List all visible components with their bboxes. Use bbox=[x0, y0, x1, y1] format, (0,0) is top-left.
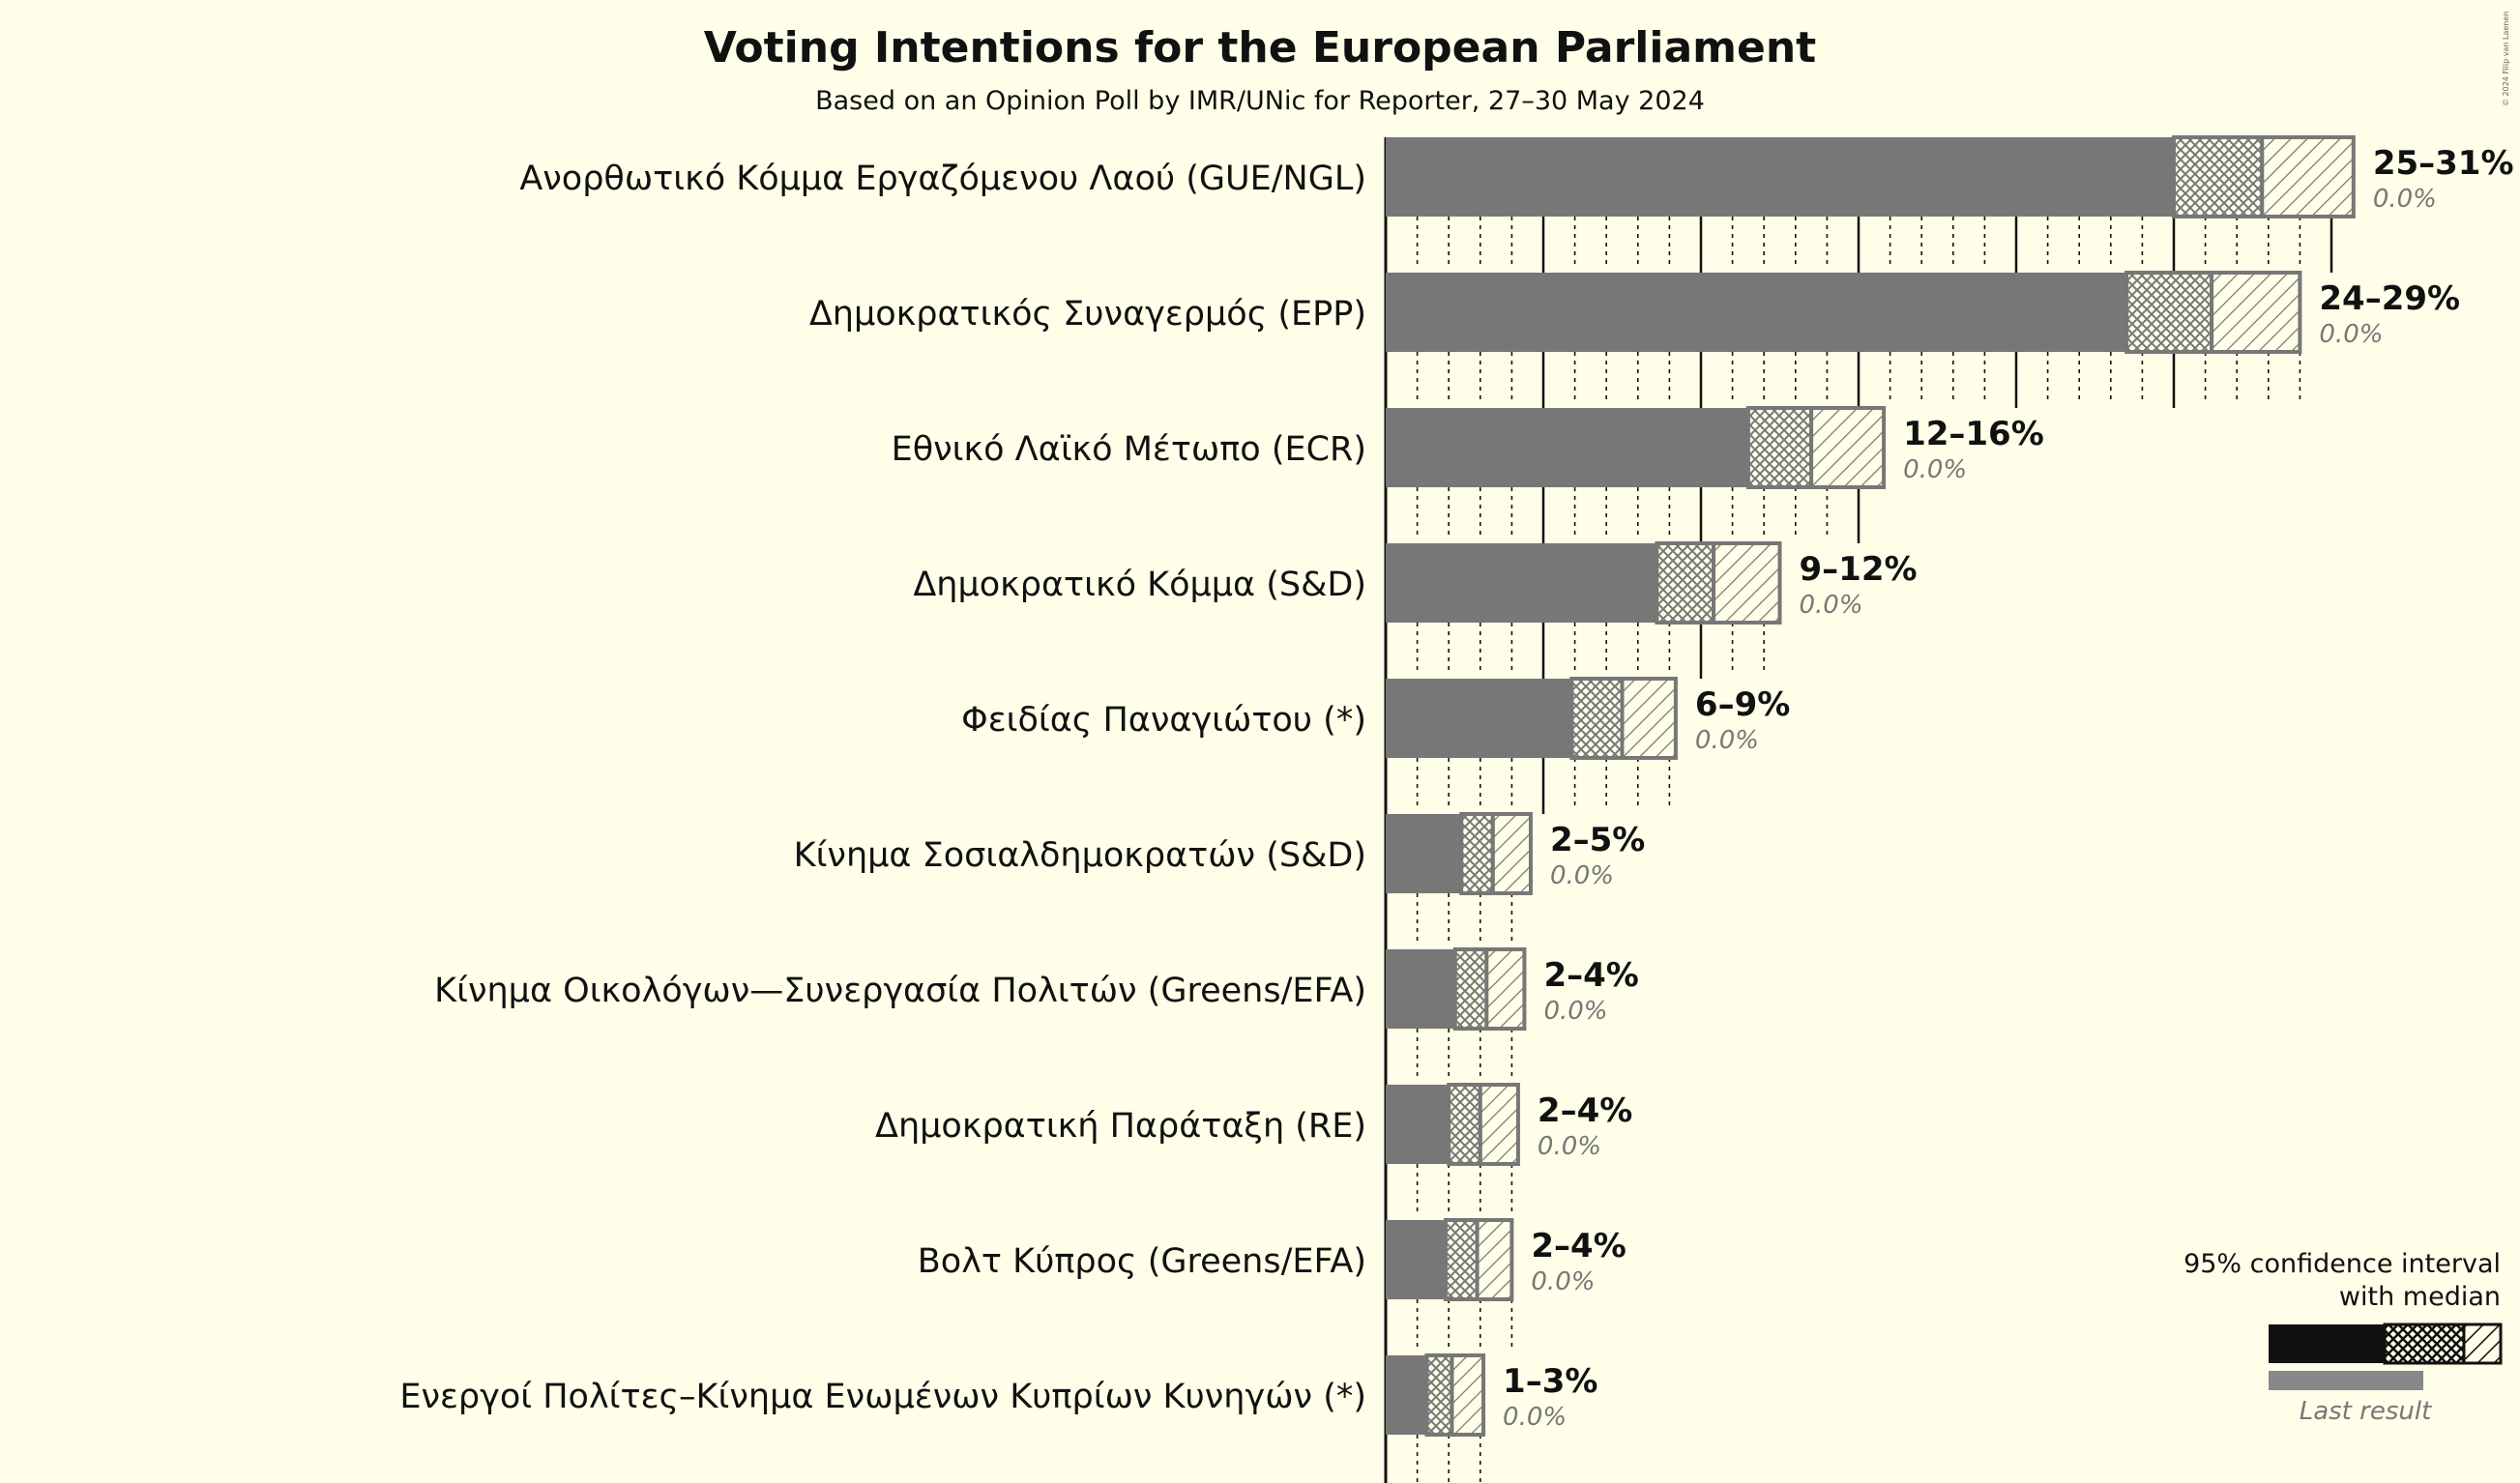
bar-solid bbox=[1386, 1085, 1450, 1164]
chart-rows: Ανορθωτικό Κόμμα Εργαζόμενου Λαού (GUE/N… bbox=[399, 135, 2514, 1483]
legend-median-band bbox=[2383, 1323, 2466, 1365]
party-label: Βολτ Κύπρος (Greens/EFA) bbox=[918, 1242, 1366, 1281]
bar-median-band bbox=[1452, 947, 1489, 1031]
bar-upper-band bbox=[1484, 947, 1527, 1031]
bar-upper-band bbox=[1478, 1083, 1520, 1166]
party-label: Εθνικό Λαϊκό Μέτωπο (ECR) bbox=[892, 430, 1366, 469]
bar-median-band bbox=[1459, 812, 1495, 895]
legend: 95% confidence interval with median Last… bbox=[2183, 1249, 2503, 1426]
bar-median-band bbox=[2124, 271, 2214, 354]
range-label: 2–4% bbox=[1543, 956, 1638, 995]
legend-title-line2: with median bbox=[2339, 1282, 2501, 1312]
range-label: 9–12% bbox=[1800, 550, 1918, 589]
bar-median-band bbox=[1745, 406, 1814, 489]
last-result-label: 0.0% bbox=[2373, 185, 2437, 214]
bar-median-band bbox=[1447, 1083, 1482, 1166]
chart-subtitle: Based on an Opinion Poll by IMR/UNic for… bbox=[815, 86, 1705, 116]
bar-solid bbox=[1386, 543, 1657, 623]
party-label: Κίνημα Σοσιαλδημοκρατών (S&D) bbox=[794, 836, 1366, 875]
last-result-label: 0.0% bbox=[1695, 726, 1759, 755]
party-label: Κίνημα Οικολόγων—Συνεργασία Πολιτών (Gre… bbox=[434, 972, 1366, 1010]
last-result-label: 0.0% bbox=[1503, 1403, 1567, 1432]
party-label: Δημοκρατικό Κόμμα (S&D) bbox=[913, 566, 1366, 604]
bar-upper-band bbox=[2210, 271, 2302, 354]
legend-last-result-bar bbox=[2269, 1371, 2423, 1390]
bar-median-band bbox=[1443, 1218, 1480, 1301]
bar-median-band bbox=[1569, 677, 1625, 760]
range-label: 6–9% bbox=[1695, 685, 1790, 724]
party-label: Δημοκρατικός Συναγερμός (EPP) bbox=[809, 295, 1366, 334]
chart-title: Voting Intentions for the European Parli… bbox=[704, 23, 1816, 73]
party-label: Ενεργοί Πολίτες–Κίνημα Ενωμένων Κυπρίων … bbox=[399, 1378, 1366, 1416]
legend-last-result-label: Last result bbox=[2300, 1397, 2432, 1426]
party-label: Δημοκρατική Παράταξη (RE) bbox=[875, 1107, 1366, 1146]
bar-solid bbox=[1386, 949, 1455, 1029]
range-label: 1–3% bbox=[1503, 1362, 1597, 1401]
bar-median-band bbox=[1655, 541, 1716, 625]
range-label: 12–16% bbox=[1903, 415, 2044, 453]
range-label: 2–4% bbox=[1538, 1091, 1632, 1130]
legend-solid-bar bbox=[2269, 1324, 2385, 1363]
bar-solid bbox=[1386, 814, 1462, 893]
legend-title-line1: 95% confidence interval bbox=[2183, 1249, 2501, 1279]
last-result-label: 0.0% bbox=[1550, 861, 1614, 890]
range-label: 2–5% bbox=[1550, 821, 1645, 859]
legend-upper-band bbox=[2462, 1323, 2503, 1365]
range-label: 24–29% bbox=[2319, 279, 2460, 318]
copyright-notice: © 2024 Filip van Laenen bbox=[2502, 12, 2510, 106]
last-result-label: 0.0% bbox=[1800, 591, 1863, 620]
bar-solid bbox=[1386, 1220, 1446, 1299]
last-result-label: 0.0% bbox=[1903, 455, 1967, 484]
bar-median-band bbox=[1424, 1353, 1454, 1437]
last-result-label: 0.0% bbox=[1538, 1132, 1601, 1161]
bar-upper-band bbox=[1450, 1353, 1486, 1437]
party-label: Φειδίας Παναγιώτου (*) bbox=[961, 701, 1366, 740]
bar-solid bbox=[1386, 679, 1572, 758]
bar-solid bbox=[1386, 1355, 1427, 1435]
bar-upper-band bbox=[1620, 677, 1678, 760]
bar-upper-band bbox=[1490, 812, 1533, 895]
bar-solid bbox=[1386, 273, 2127, 352]
range-label: 2–4% bbox=[1531, 1227, 1626, 1265]
last-result-label: 0.0% bbox=[1543, 997, 1607, 1026]
bar-upper-band bbox=[1712, 541, 1782, 625]
bar-upper-band bbox=[1475, 1218, 1514, 1301]
last-result-label: 0.0% bbox=[2319, 320, 2383, 349]
bar-upper-band bbox=[1809, 406, 1887, 489]
range-label: 25–31% bbox=[2373, 144, 2514, 183]
bar-upper-band bbox=[2260, 135, 2356, 218]
bar-median-band bbox=[2172, 135, 2265, 218]
last-result-label: 0.0% bbox=[1531, 1267, 1595, 1296]
bar-solid bbox=[1386, 408, 1748, 487]
bar-solid bbox=[1386, 137, 2174, 217]
party-label: Ανορθωτικό Κόμμα Εργαζόμενου Λαού (GUE/N… bbox=[519, 160, 1366, 198]
